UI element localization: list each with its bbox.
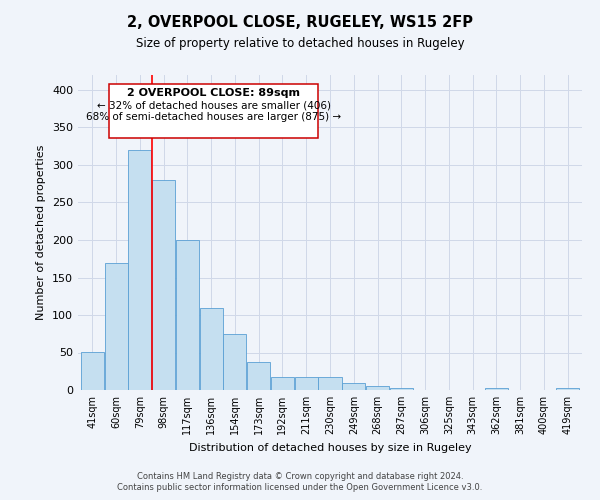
Bar: [271, 376, 294, 390]
Bar: [556, 388, 579, 390]
X-axis label: Distribution of detached houses by size in Rugeley: Distribution of detached houses by size …: [188, 442, 472, 452]
Bar: [176, 240, 199, 390]
Bar: [342, 382, 365, 390]
Bar: [319, 376, 341, 390]
Text: Contains HM Land Registry data © Crown copyright and database right 2024.: Contains HM Land Registry data © Crown c…: [137, 472, 463, 481]
Bar: [366, 386, 389, 390]
Bar: [200, 308, 223, 390]
Bar: [152, 180, 175, 390]
Y-axis label: Number of detached properties: Number of detached properties: [37, 145, 46, 320]
Bar: [390, 388, 413, 390]
Text: 2 OVERPOOL CLOSE: 89sqm: 2 OVERPOOL CLOSE: 89sqm: [127, 88, 300, 99]
Bar: [81, 352, 104, 390]
Bar: [247, 362, 270, 390]
Text: 68% of semi-detached houses are larger (875) →: 68% of semi-detached houses are larger (…: [86, 112, 341, 122]
Bar: [128, 150, 151, 390]
Text: Size of property relative to detached houses in Rugeley: Size of property relative to detached ho…: [136, 38, 464, 51]
Bar: [223, 334, 247, 390]
FancyBboxPatch shape: [109, 84, 318, 138]
Text: ← 32% of detached houses are smaller (406): ← 32% of detached houses are smaller (40…: [97, 100, 331, 110]
Bar: [485, 388, 508, 390]
Bar: [104, 262, 128, 390]
Text: 2, OVERPOOL CLOSE, RUGELEY, WS15 2FP: 2, OVERPOOL CLOSE, RUGELEY, WS15 2FP: [127, 15, 473, 30]
Bar: [295, 376, 318, 390]
Text: Contains public sector information licensed under the Open Government Licence v3: Contains public sector information licen…: [118, 484, 482, 492]
